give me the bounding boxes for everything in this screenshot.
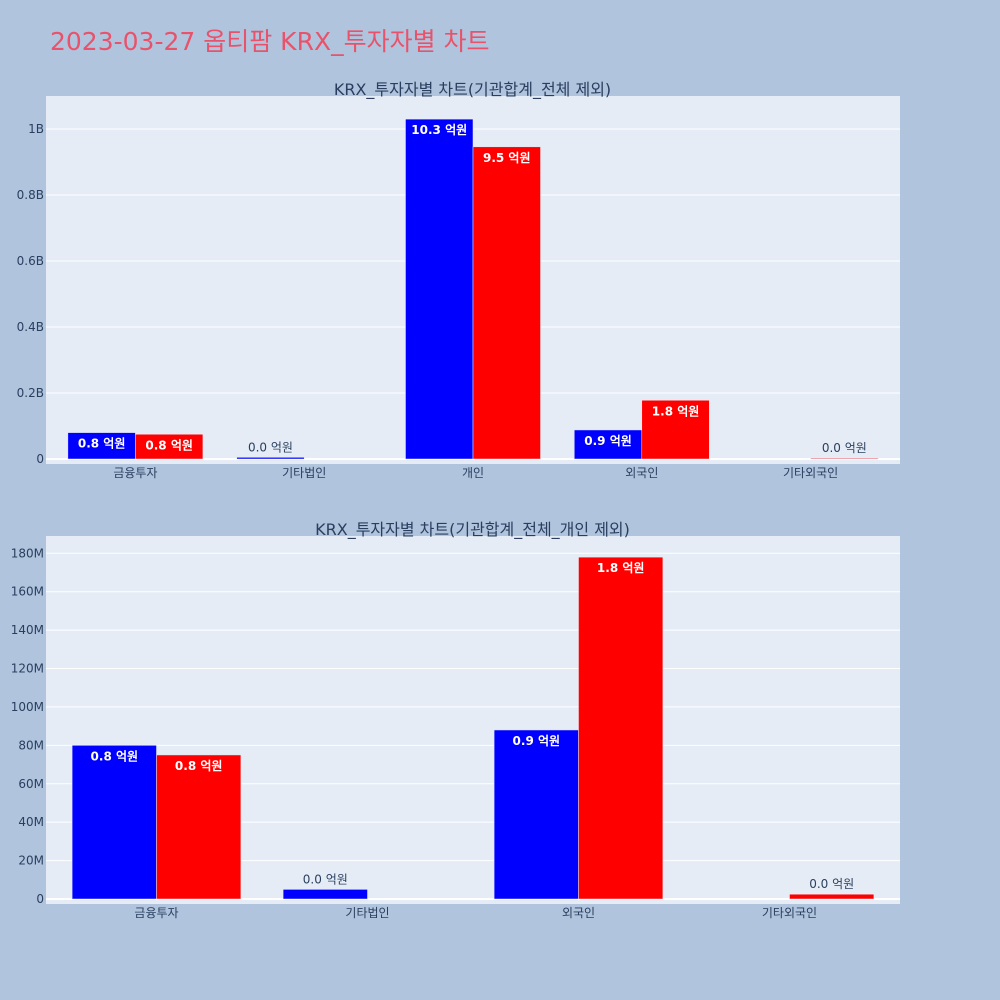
bar-data-label: 9.5 억원 [483, 151, 531, 165]
chart-1: 0 0.2B 0.4B 0.6B 0.8B 1B KRX_투자자별 차트(기관합계_전체 제… [17, 80, 900, 480]
bar-data-label: 0.8 억원 [175, 759, 223, 773]
x-tick-label: 기타외국인 [783, 466, 838, 480]
y-tick-label: 0 [36, 892, 44, 906]
y-tick-label: 40M [18, 815, 44, 829]
bar-data-label: 0.8 억원 [145, 438, 193, 452]
y-tick-label: 100M [11, 700, 44, 714]
bar [574, 429, 643, 460]
y-tick-label: 0.8B [17, 188, 44, 202]
bar-data-label: 0.0 억원 [303, 872, 348, 886]
bar-data-label: 10.3 억원 [411, 123, 467, 137]
y-tick-label: 0.2B [17, 386, 44, 400]
y-tick-label: 180M [11, 546, 44, 560]
bar-data-label: 1.8 억원 [597, 561, 645, 575]
x-tick-label: 외국인 [562, 906, 595, 920]
bar [71, 745, 157, 900]
x-tick-label: 기타법인 [282, 466, 326, 480]
bar [789, 893, 875, 900]
y-tick-label: 80M [18, 738, 44, 752]
bar-data-label: 0.9 억원 [513, 734, 561, 748]
page-title: 2023-03-27 옵티팜 KRX_투자자별 차트 [50, 27, 490, 56]
y-tick-label: 20M [18, 854, 44, 868]
bar-data-label: 0.0 억원 [248, 440, 293, 454]
bar-data-label: 1.8 억원 [652, 404, 700, 418]
x-tick-label: 금융투자 [134, 906, 178, 920]
x-tick-label: 외국인 [625, 466, 658, 480]
bar [472, 146, 541, 460]
y-tick-label: 1B [28, 122, 44, 136]
bar [67, 432, 136, 460]
bar [405, 118, 474, 460]
chart-title: KRX_투자자별 차트(기관합계_전체 제외) [334, 80, 611, 100]
bar [578, 556, 664, 900]
y-tick-label: 0.4B [17, 320, 44, 334]
bar [641, 400, 710, 460]
bar [282, 889, 368, 900]
bar-data-label: 0.0 억원 [809, 877, 854, 891]
bar [493, 729, 579, 900]
x-tick-label: 개인 [462, 466, 484, 480]
bar [135, 434, 204, 460]
bar-data-label: 0.0 억원 [822, 441, 867, 455]
bar [810, 457, 879, 460]
y-tick-label: 140M [11, 623, 44, 637]
chart-2: 0 20M 40M 60M 80M 100M 120M 140M 160M 180M KRX_투자자… [11, 520, 900, 920]
x-tick-label: 기타법인 [345, 906, 389, 920]
bar [156, 754, 242, 900]
y-tick-label: 160M [11, 585, 44, 599]
y-tick-label: 0.6B [17, 254, 44, 268]
bar-data-label: 0.9 억원 [584, 434, 632, 448]
x-tick-label: 금융투자 [113, 466, 157, 480]
bar [236, 457, 305, 460]
bar-data-label: 0.8 억원 [91, 749, 139, 763]
y-tick-label: 0 [36, 452, 44, 466]
y-tick-label: 120M [11, 662, 44, 676]
x-tick-label: 기타외국인 [762, 906, 817, 920]
chart-title: KRX_투자자별 차트(기관합계_전체_개인 제외) [315, 520, 630, 540]
bar-data-label: 0.8 억원 [78, 437, 126, 451]
y-tick-label: 60M [18, 777, 44, 791]
